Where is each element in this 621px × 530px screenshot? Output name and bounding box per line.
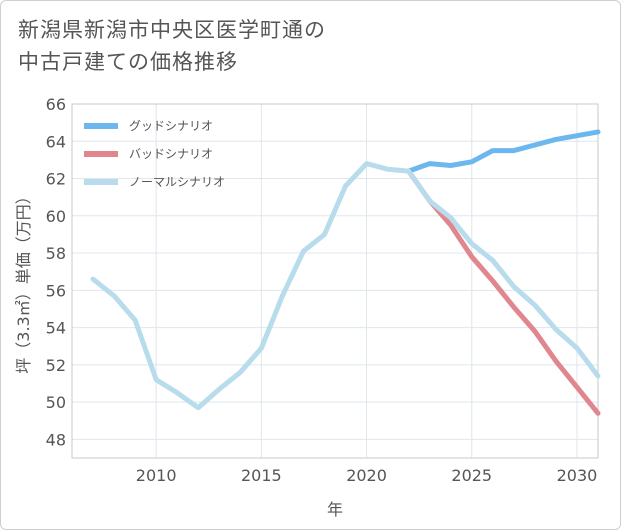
series-layer bbox=[90, 129, 601, 416]
x-tick-labels: 2010 2015 2020 2025 2030 bbox=[136, 466, 598, 485]
chart-title: 新潟県新潟市中央区医学町通の 中古戸建ての価格推移 bbox=[18, 14, 326, 78]
series-line-1 bbox=[406, 168, 601, 416]
chart-title-line-1: 新潟県新潟市中央区医学町通の bbox=[18, 18, 326, 42]
chart-title-line-2: 中古戸建ての価格推移 bbox=[18, 50, 238, 74]
legend-label: グッドシナリオ bbox=[129, 119, 213, 133]
y-tick-label: 58 bbox=[46, 244, 66, 263]
y-axis-label: 坪（3.3㎡）単価（万円） bbox=[14, 188, 33, 373]
x-tick-label: 2025 bbox=[451, 466, 492, 485]
legend-label: ノーマルシナリオ bbox=[129, 175, 225, 189]
y-tick-labels: 48 50 52 54 56 58 60 62 64 66 bbox=[46, 95, 66, 449]
x-tick-label: 2015 bbox=[241, 466, 282, 485]
x-tick-label: 2010 bbox=[136, 466, 177, 485]
y-tick-label: 64 bbox=[46, 132, 66, 151]
grid-lines bbox=[72, 103, 598, 458]
y-tick-label: 54 bbox=[46, 319, 66, 338]
x-tick-label: 2030 bbox=[557, 466, 598, 485]
legend-label: バッドシナリオ bbox=[129, 147, 213, 161]
x-tick-label: 2020 bbox=[346, 466, 387, 485]
y-tick-label: 52 bbox=[46, 356, 66, 375]
series-line-0 bbox=[406, 129, 601, 174]
x-axis-label: 年 bbox=[327, 500, 343, 519]
y-tick-label: 66 bbox=[46, 95, 66, 114]
y-tick-label: 50 bbox=[46, 393, 66, 412]
y-tick-label: 60 bbox=[46, 207, 66, 226]
series-line-2 bbox=[90, 161, 601, 411]
y-tick-label: 48 bbox=[46, 430, 66, 449]
y-tick-label: 62 bbox=[46, 170, 66, 189]
y-tick-label: 56 bbox=[46, 281, 66, 300]
plot-area bbox=[71, 103, 599, 459]
